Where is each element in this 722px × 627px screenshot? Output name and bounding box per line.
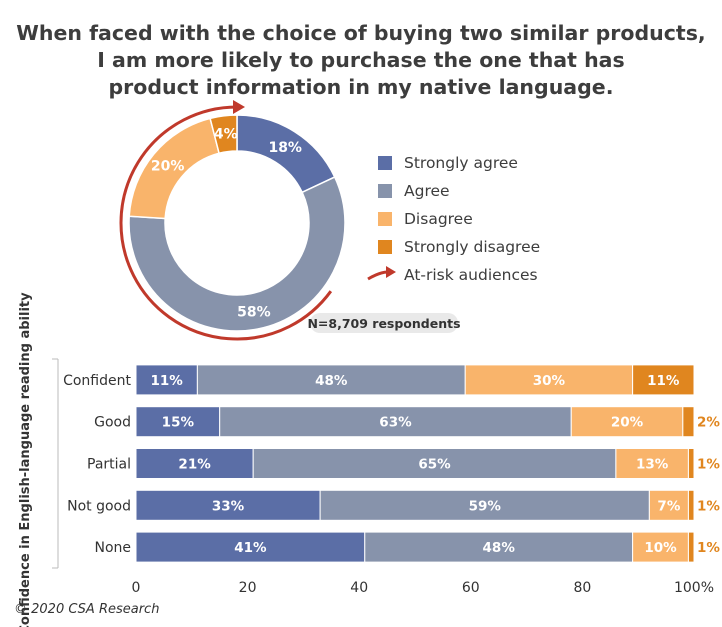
arrow-icon [367,270,389,281]
donut-label-disagree: 20% [151,159,185,175]
title: When faced with the choice of buying two… [16,21,705,99]
bar-label-partial-strongly-agree: 21% [178,457,211,473]
category-label-not-good: Not good [67,498,131,514]
x-tick-0: 0 [132,580,141,596]
bar-confident-agree [196,364,466,396]
legend-label-agree: Agree [404,182,450,200]
y-axis-bracket [52,358,59,569]
title-line-1: When faced with the choice of buying two… [16,21,705,45]
legend-label-strongly-disagree: Strongly disagree [404,238,540,256]
bar-label-confident-disagree: 30% [533,373,566,389]
title-line-3: product information in my native languag… [109,75,614,99]
legend: Strongly agree Agree Disagree Strongly disa… [367,154,540,284]
respondents-badge: N=8,709 respondents [307,313,461,333]
legend-item-disagree: Disagree [378,210,473,228]
legend-swatch-strongly-disagree [378,240,392,254]
respondents-label: N=8,709 respondents [307,316,460,331]
bar-not-good-agree [319,489,650,521]
bar-partial-disagree [615,448,689,479]
y-axis-label: Confidence in English-language reading a… [18,292,33,627]
bar-label-none-disagree: 10% [644,540,677,556]
bar-label-none-strongly-disagree: 1% [697,540,720,556]
at-risk-arc [119,105,333,341]
legend-swatch-agree [378,184,392,198]
bar-label-good-strongly-disagree: 2% [697,415,720,431]
x-tick-60: 60 [462,580,480,596]
category-label-confident: Confident [63,373,131,389]
legend-label-disagree: Disagree [404,210,473,228]
bar-good-strongly-agree [135,406,221,438]
donut-label-agree: 58% [237,304,271,320]
donut-label-strongly-disagree: 4% [214,127,238,143]
bar-partial-agree [252,448,617,479]
category-label-partial: Partial [87,457,131,473]
bar-label-not-good-agree: 59% [469,498,502,514]
legend-item-agree: Agree [378,182,450,200]
bar-label-confident-strongly-disagree: 11% [647,373,680,389]
bar-label-confident-agree: 48% [315,373,348,389]
legend-swatch-disagree [378,212,392,226]
bar-good-disagree [570,406,684,438]
donut-chart: 18% 58% 20% 4% [119,100,346,341]
bar-label-good-agree: 63% [379,415,412,431]
bar-not-good-strongly-agree [135,489,321,521]
category-label-good: Good [94,415,131,431]
bar-label-good-disagree: 20% [611,415,644,431]
bar-none-agree [364,531,634,563]
bar-none-disagree [632,531,689,563]
bar-label-good-strongly-agree: 15% [162,415,195,431]
donut-slice-agree [128,176,346,332]
category-label-none: None [94,540,131,556]
legend-item-at-risk-audiences: At-risk audiences [367,266,538,284]
bar-none-strongly-disagree [687,531,695,563]
legend-label-at-risk-audiences: At-risk audiences [404,266,538,284]
bar-confident-strongly-disagree [632,364,695,396]
bar-good-strongly-disagree [682,406,695,438]
bar-label-not-good-disagree: 7% [657,498,680,514]
title-line-2: I am more likely to purchase the one tha… [97,48,624,72]
bar-label-partial-strongly-disagree: 1% [697,457,720,473]
bar-label-none-strongly-agree: 41% [234,540,267,556]
bar-none-strongly-agree [135,531,366,563]
bar-good-agree [219,406,572,438]
bar-label-partial-disagree: 13% [636,457,669,473]
arrowhead-icon [386,266,396,278]
at-risk-arrowhead [233,100,245,114]
bar-label-partial-agree: 65% [418,457,451,473]
legend-item-strongly-disagree: Strongly disagree [378,238,540,256]
donut-label-strongly-agree: 18% [268,140,302,156]
bar-not-good-disagree [648,489,689,521]
x-tick-20: 20 [239,580,257,596]
bar-label-none-agree: 48% [483,540,516,556]
bar-label-not-good-strongly-disagree: 1% [697,498,720,514]
bar-not-good-strongly-disagree [687,489,695,521]
bar-label-not-good-strongly-agree: 33% [212,498,245,514]
x-tick-40: 40 [350,580,368,596]
x-tick-80: 80 [573,580,591,596]
bar-label-confident-strongly-agree: 11% [151,373,184,389]
bar-partial-strongly-disagree [687,448,695,479]
stacked-bar-chart: Confidence in English-language reading a… [18,292,720,627]
bar-confident-strongly-agree [135,364,198,396]
respondents-badge-bg [310,313,458,333]
x-tick-100: 100% [674,580,714,596]
legend-item-strongly-agree: Strongly agree [378,154,518,172]
legend-label-strongly-agree: Strongly agree [404,154,518,172]
legend-swatch-strongly-agree [378,156,392,170]
donut-slice-strongly-disagree [209,114,238,155]
copyright: © 2020 CSA Research [14,602,159,617]
